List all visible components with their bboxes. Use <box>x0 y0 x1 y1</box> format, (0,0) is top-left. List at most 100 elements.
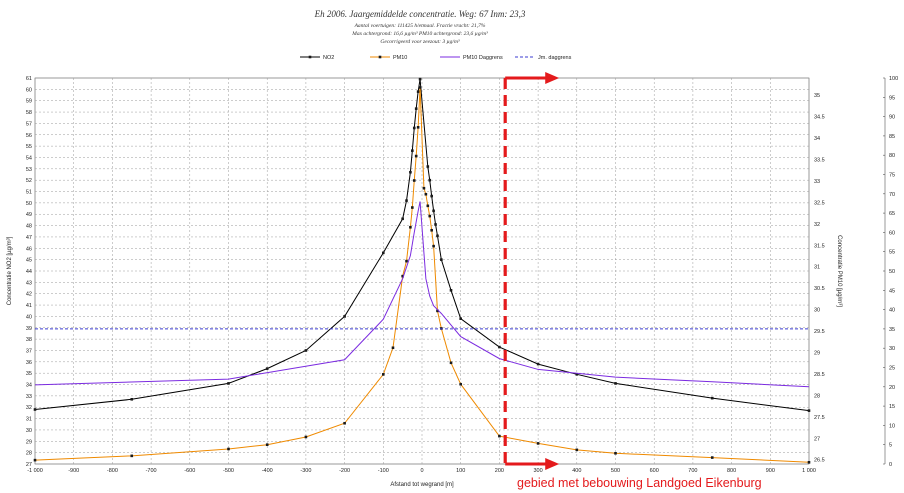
series-line <box>34 87 810 463</box>
chart-subtitle-line-1: Aantal voertuigen: 111425 h/etmaal. Frac… <box>354 22 486 29</box>
y-left-tick-label: 31 <box>26 417 32 423</box>
legend-entry: NO2 <box>300 55 334 61</box>
data-point <box>449 289 453 292</box>
y-far-right-tick-label: 40 <box>889 308 895 314</box>
data-point <box>614 451 617 455</box>
legend-entry: Jm. daggrens <box>515 55 572 61</box>
series-line <box>34 201 810 388</box>
y-far-right-tick-label: 85 <box>889 134 895 140</box>
data-point <box>414 154 418 158</box>
y-right-tick-label: 32.5 <box>814 200 825 206</box>
y-right-tick-label: 31 <box>814 265 820 271</box>
x-tick-label: -600 <box>184 468 195 474</box>
y-left-tick-label: 58 <box>26 110 32 116</box>
grid <box>34 77 810 465</box>
data-point <box>382 251 385 255</box>
y-far-right-tick-label: 45 <box>889 288 895 294</box>
y-left-tick-label: 37 <box>26 348 32 354</box>
y-left-tick-label: 40 <box>26 314 32 320</box>
y-far-right-tick-label: 15 <box>889 404 895 410</box>
data-point <box>436 309 439 313</box>
y-left-tick-label: 51 <box>26 190 32 196</box>
y-right-tick-label: 30.5 <box>814 286 825 292</box>
series-pm10-daggrens <box>34 201 810 388</box>
data-point <box>434 223 437 226</box>
data-point <box>343 315 346 318</box>
legend-entry: PM10 <box>370 55 407 61</box>
legend-marker <box>308 55 312 59</box>
data-point <box>411 149 414 152</box>
annotation-text: gebied met bebouwing Landgoed Eikenburg <box>517 476 762 490</box>
y-axis-far-right: 1009590858075706560555045403530252015105… <box>883 76 898 468</box>
data-point <box>401 217 404 221</box>
data-point <box>391 346 395 350</box>
data-point <box>536 442 540 445</box>
data-point <box>227 447 230 451</box>
data-point <box>440 258 443 261</box>
data-point <box>414 107 418 110</box>
x-tick-label: 1 000 <box>802 468 816 474</box>
x-tick-label: -200 <box>339 468 350 474</box>
data-point <box>265 367 269 370</box>
data-point <box>418 86 422 89</box>
y-left-tick-label: 33 <box>26 394 32 400</box>
x-tick-label: -300 <box>300 468 311 474</box>
y-far-right-tick-label: 20 <box>889 385 895 391</box>
y-far-right-tick-label: 75 <box>889 173 895 179</box>
y-left-tick-label: 32 <box>26 405 32 411</box>
data-point <box>614 382 617 385</box>
series-layer <box>33 77 811 464</box>
data-point <box>265 443 269 446</box>
y-left-tick-label: 43 <box>26 280 32 286</box>
y-far-right-tick-label: 100 <box>889 76 898 82</box>
y-left-tick-label: 30 <box>26 428 32 434</box>
y-left-tick-label: 50 <box>26 201 32 207</box>
y-right-tick-label: 34 <box>814 136 820 142</box>
data-point <box>412 179 416 182</box>
y-left-tick-label: 45 <box>26 258 32 264</box>
x-tick-label: -100 <box>378 468 389 474</box>
data-point <box>710 456 714 459</box>
data-point <box>426 204 430 208</box>
data-point <box>428 178 432 182</box>
chart-title: Eh 2006. Jaargemiddelde concentratie. We… <box>314 9 526 19</box>
data-point <box>130 454 134 458</box>
data-point <box>405 199 408 202</box>
y-left-tick-label: 48 <box>26 224 32 230</box>
y-left-tick-label: 29 <box>26 439 32 445</box>
x-tick-label: -900 <box>68 468 79 474</box>
data-point <box>422 186 426 190</box>
arrow-bottom-head <box>545 458 560 470</box>
data-point <box>304 435 308 439</box>
x-tick-label: -800 <box>107 468 118 474</box>
y-right-tick-label: 28 <box>814 393 820 399</box>
x-tick-label: -400 <box>262 468 273 474</box>
y-right-tick-label: 27.5 <box>814 415 825 421</box>
y-left-tick-label: 28 <box>26 451 32 457</box>
data-point <box>411 206 414 209</box>
y-axis-right-label: Concentratie PM10 [µg/m³] <box>836 235 842 307</box>
data-point <box>710 396 714 400</box>
data-point <box>304 349 308 352</box>
y-left-tick-label: 54 <box>26 155 32 161</box>
data-point <box>33 458 37 462</box>
legend: NO2 PM10 PM10 Daggrens Jm. daggrens <box>300 55 572 61</box>
data-point <box>418 77 422 81</box>
y-far-right-tick-label: 90 <box>889 115 895 121</box>
y-left-tick-label: 61 <box>26 76 32 82</box>
y-left-tick-label: 39 <box>26 326 32 332</box>
x-tick-label: -500 <box>223 468 234 474</box>
x-axis-label: Afstand tot wegrand [m] <box>390 482 454 488</box>
y-right-tick-label: 33 <box>814 179 820 185</box>
y-far-right-tick-label: 50 <box>889 269 895 275</box>
y-far-right-tick-label: 10 <box>889 423 895 429</box>
y-left-tick-label: 44 <box>26 269 32 275</box>
y-right-tick-label: 27 <box>814 436 820 442</box>
y-right-tick-label: 35 <box>814 93 820 99</box>
chart-subtitle-line-2: Max achtergrond: 16,6 µg/m³ PM10 achterg… <box>351 31 488 37</box>
y-left-tick-label: 55 <box>26 144 32 150</box>
y-left-tick-label: 41 <box>26 303 32 309</box>
y-far-right-tick-label: 70 <box>889 192 895 198</box>
data-point <box>432 244 435 248</box>
